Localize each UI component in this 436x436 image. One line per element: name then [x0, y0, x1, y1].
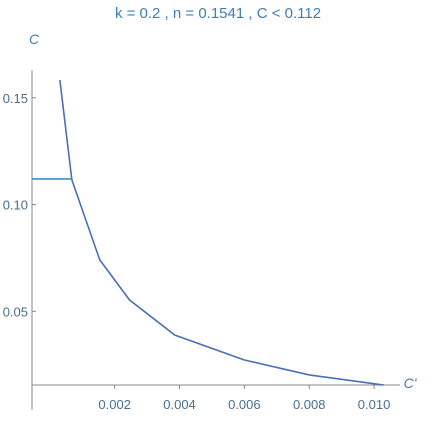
- series-line: [59, 79, 384, 386]
- x-tick-label: 0.010: [358, 397, 391, 412]
- y-tick-label: 0.10: [3, 198, 28, 213]
- x-tick-label: 0.004: [163, 397, 196, 412]
- y-tick-label: 0.15: [3, 91, 28, 106]
- x-tick-label: 0.006: [228, 397, 261, 412]
- y-tick-label: 0.05: [3, 304, 28, 319]
- x-tick-label: 0.008: [293, 397, 326, 412]
- x-tick-label: 0.002: [98, 397, 131, 412]
- x-axis-label: C': [404, 375, 418, 391]
- chart-title: k = 0.2 , n = 0.1541 , C < 0.112: [115, 5, 321, 22]
- y-axis-label: C: [29, 31, 40, 47]
